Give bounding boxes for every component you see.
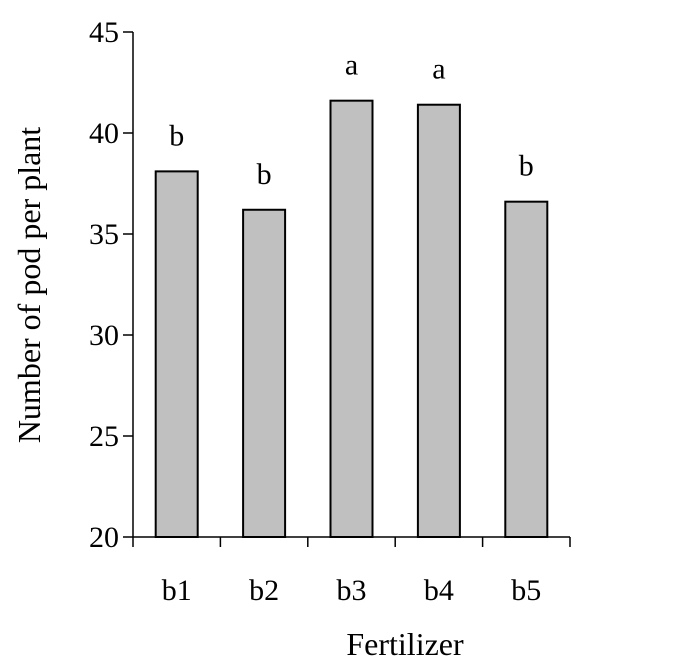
- significance-letters-group: b b a a b: [169, 49, 534, 191]
- y-tick-label: 40: [89, 117, 119, 150]
- x-category-label-b1: b1: [162, 574, 192, 607]
- y-tick-label: 20: [89, 521, 119, 554]
- x-axis-title: Fertilizer: [346, 626, 464, 662]
- x-category-label-b3: b3: [337, 574, 367, 607]
- significance-letter-b4: a: [432, 53, 445, 86]
- y-ticks-group: 20 25 30 35 40 45: [89, 16, 133, 554]
- y-axis-title: Number of pod per plant: [11, 127, 47, 443]
- x-category-label-b5: b5: [511, 574, 541, 607]
- axes-group: [132, 32, 571, 547]
- significance-letter-b1: b: [169, 119, 184, 152]
- bar-b5: [504, 200, 549, 538]
- significance-letter-b2: b: [257, 158, 272, 191]
- significance-letter-b5: b: [519, 150, 534, 183]
- bars-group: [154, 99, 549, 539]
- y-tick-label: 30: [89, 319, 119, 352]
- bar-b3: [329, 99, 374, 539]
- bar-b1: [154, 170, 199, 538]
- x-category-label-b2: b2: [249, 574, 279, 607]
- y-tick-label: 25: [89, 420, 119, 453]
- bar-b2: [242, 208, 287, 538]
- x-category-label-b4: b4: [424, 574, 454, 607]
- y-tick-label: 35: [89, 218, 119, 251]
- significance-letter-b3: a: [345, 49, 358, 82]
- bar-b4: [416, 103, 461, 538]
- y-tick-label: 45: [89, 16, 119, 49]
- x-categories-group: b1 b2 b3 b4 b5: [162, 574, 542, 607]
